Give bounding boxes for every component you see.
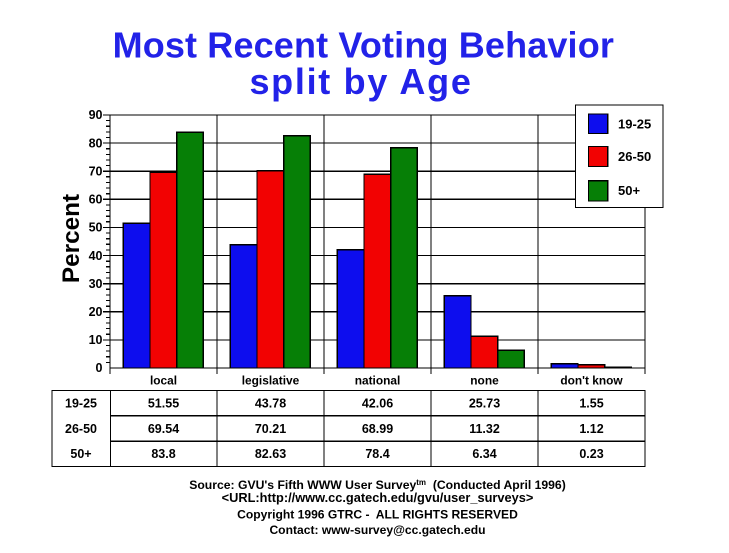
svg-text:none: none bbox=[470, 374, 499, 388]
svg-text:82.63: 82.63 bbox=[255, 447, 286, 461]
svg-text:68.99: 68.99 bbox=[362, 422, 393, 436]
svg-text:50: 50 bbox=[89, 221, 103, 235]
svg-text:42.06: 42.06 bbox=[362, 397, 393, 411]
svg-text:20: 20 bbox=[89, 305, 103, 319]
svg-text:40: 40 bbox=[89, 249, 103, 263]
svg-text:Copyright 1996 GTRC - ALL RIG: Copyright 1996 GTRC - ALL RIGHTS RESERVE… bbox=[237, 507, 518, 521]
svg-text:25.73: 25.73 bbox=[469, 397, 500, 411]
svg-text:30: 30 bbox=[89, 277, 103, 291]
svg-text:legislative: legislative bbox=[242, 374, 300, 388]
svg-text:90: 90 bbox=[89, 108, 103, 122]
svg-text:51.55: 51.55 bbox=[148, 397, 179, 411]
svg-text:11.32: 11.32 bbox=[469, 422, 500, 436]
svg-text:70.21: 70.21 bbox=[255, 422, 286, 436]
svg-text:70: 70 bbox=[89, 164, 103, 178]
svg-text:60: 60 bbox=[89, 193, 103, 207]
svg-text:19-25: 19-25 bbox=[618, 116, 651, 131]
svg-text:<URL:http://www.cc.gatech.edu/: <URL:http://www.cc.gatech.edu/gvu/user_s… bbox=[222, 490, 534, 505]
svg-text:83.8: 83.8 bbox=[151, 447, 175, 461]
svg-text:don't know: don't know bbox=[560, 374, 623, 388]
svg-text:Source: GVU's Fifth WWW User S: Source: GVU's Fifth WWW User Surveytm (C… bbox=[189, 478, 566, 492]
svg-text:1.12: 1.12 bbox=[579, 422, 603, 436]
svg-text:Most Recent Voting Behavior: Most Recent Voting Behavior bbox=[113, 25, 614, 66]
svg-text:19-25: 19-25 bbox=[65, 397, 97, 411]
svg-text:43.78: 43.78 bbox=[255, 397, 286, 411]
svg-text:local: local bbox=[150, 374, 177, 388]
svg-text:national: national bbox=[355, 374, 401, 388]
svg-text:Percent: Percent bbox=[58, 194, 85, 283]
svg-text:Contact: www-survey@cc.gatech.: Contact: www-survey@cc.gatech.edu bbox=[269, 523, 485, 537]
svg-text:0.23: 0.23 bbox=[579, 447, 603, 461]
svg-text:26-50: 26-50 bbox=[618, 149, 651, 164]
svg-text:0: 0 bbox=[96, 361, 103, 375]
svg-text:50+: 50+ bbox=[70, 447, 91, 461]
svg-text:1.55: 1.55 bbox=[579, 397, 603, 411]
svg-text:split by Age: split by Age bbox=[249, 61, 472, 102]
svg-text:69.54: 69.54 bbox=[148, 422, 179, 436]
svg-text:78.4: 78.4 bbox=[365, 447, 389, 461]
svg-text:80: 80 bbox=[89, 136, 103, 150]
svg-text:50+: 50+ bbox=[618, 183, 640, 198]
svg-text:6.34: 6.34 bbox=[472, 447, 496, 461]
svg-text:26-50: 26-50 bbox=[65, 422, 97, 436]
svg-text:10: 10 bbox=[89, 333, 103, 347]
